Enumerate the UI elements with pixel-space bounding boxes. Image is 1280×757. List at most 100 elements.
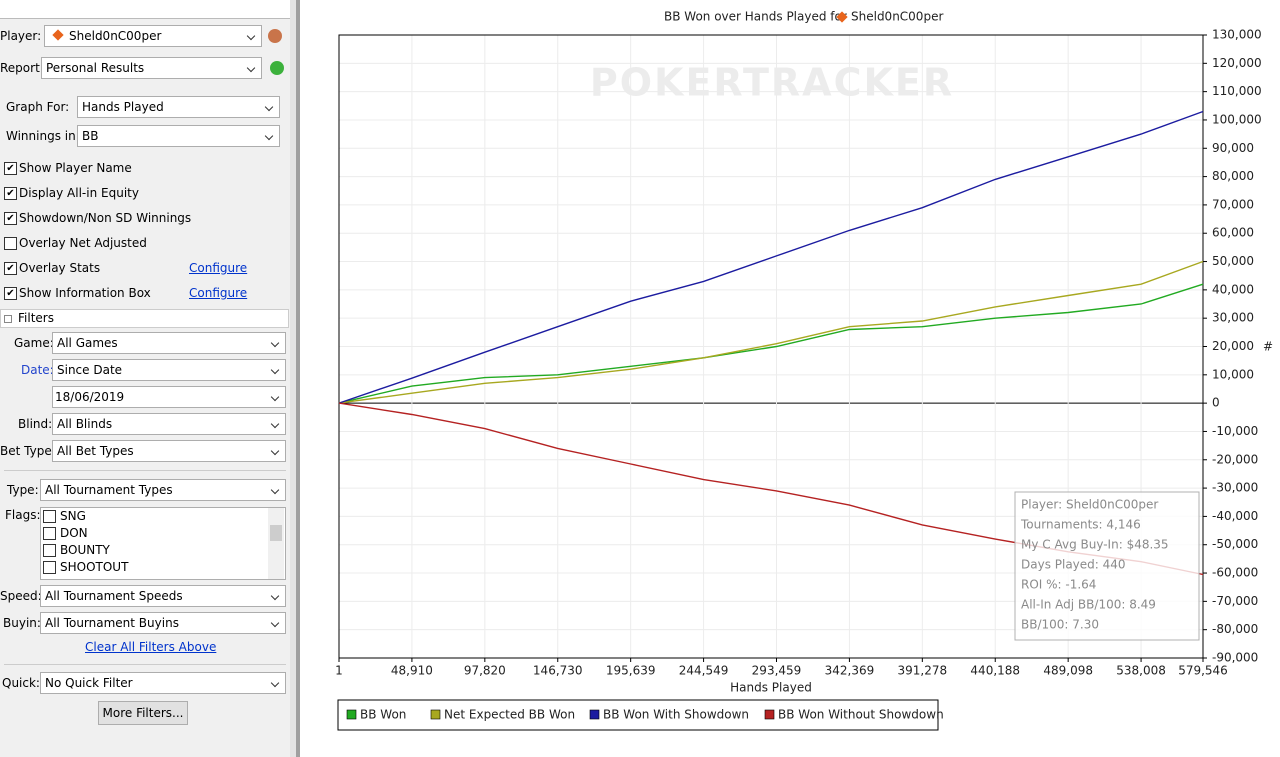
info-line: Days Played: 440 — [1021, 558, 1126, 572]
x-tick-label: 1 — [335, 664, 343, 678]
y-tick-label: 50,000 — [1212, 254, 1254, 268]
checkbox[interactable]: ✔ — [4, 162, 17, 175]
x-tick-label: 244,549 — [679, 664, 729, 678]
series-line — [338, 260, 1204, 404]
select-label: Bet Type: — [0, 444, 56, 458]
chart-title: BB Won over Hands Played for — [664, 10, 847, 24]
configure-link[interactable]: Configure — [189, 261, 248, 275]
y-tick-label: -80,000 — [1212, 622, 1258, 636]
separator — [4, 664, 286, 665]
select-label: Type: — [7, 483, 39, 497]
legend-swatch — [430, 709, 441, 720]
watermark: POKERTRACKER — [590, 61, 954, 105]
select[interactable]: Since Date — [52, 359, 286, 381]
info-line: All-In Adj BB/100: 8.49 — [1021, 598, 1156, 612]
select-label: Blind: — [18, 417, 53, 431]
select[interactable]: Sheld0nC00per — [44, 25, 262, 47]
legend-swatch — [346, 709, 357, 720]
date-input[interactable]: 18/06/2019 — [52, 386, 286, 408]
icon — [268, 29, 282, 43]
select[interactable]: Personal Results — [41, 57, 262, 79]
y-tick-label: 110,000 — [1212, 84, 1262, 98]
configure-link[interactable]: Configure — [189, 286, 248, 300]
checkbox[interactable]: ✔ — [4, 187, 17, 200]
x-axis-label: Hands Played — [730, 681, 812, 695]
flag-checkbox[interactable] — [43, 544, 56, 557]
select[interactable]: Hands Played — [77, 96, 280, 118]
select[interactable]: All Games — [52, 332, 286, 354]
series-line — [338, 283, 1204, 404]
top-bar — [0, 0, 290, 19]
flags-label: Flags: — [5, 508, 41, 522]
select-label: Graph For: — [6, 100, 70, 114]
select[interactable]: All Tournament Speeds — [40, 585, 286, 607]
select-label: Buyin: — [3, 616, 41, 630]
clear-filters-link[interactable]: Clear All Filters Above — [85, 640, 217, 654]
select[interactable]: BB — [77, 125, 280, 147]
x-tick-label: 538,008 — [1116, 664, 1166, 678]
checkbox-label: Overlay Stats — [19, 261, 101, 275]
select[interactable]: No Quick Filter — [40, 672, 286, 694]
checkbox[interactable]: ✔ — [4, 262, 17, 275]
series-line — [338, 110, 1204, 404]
checkbox-label: Overlay Net Adjusted — [19, 236, 147, 250]
info-box — [1014, 491, 1200, 641]
sidebar: Player: Sheld0nC00per Report: Personal Resu… — [0, 0, 300, 757]
select[interactable]: All Blinds — [52, 413, 286, 435]
x-tick-label: 97,820 — [464, 664, 506, 678]
x-tick-label: 48,910 — [391, 664, 433, 678]
select[interactable]: All Tournament Buyins — [40, 612, 286, 634]
y-tick-label: -30,000 — [1212, 481, 1258, 495]
y-tick-label: -10,000 — [1212, 424, 1258, 438]
x-tick-label: 579,546 — [1178, 664, 1228, 678]
flag-checkbox[interactable] — [43, 510, 56, 523]
flag-label: SHOOTOUT — [60, 560, 129, 574]
icon — [270, 61, 284, 75]
y-tick-label: 90,000 — [1212, 141, 1254, 155]
checkbox[interactable]: ✔ — [4, 212, 17, 225]
y-tick-label: 80,000 — [1212, 169, 1254, 183]
player-icon — [52, 29, 64, 41]
checkbox[interactable]: ✔ — [4, 287, 17, 300]
y-tick-label: -90,000 — [1212, 651, 1258, 665]
y-tick-label: 120,000 — [1212, 56, 1262, 70]
x-tick-label: 293,459 — [752, 664, 802, 678]
legend-label: BB Won With Showdown — [603, 708, 749, 722]
y-tick-label: 0 — [1212, 396, 1220, 410]
splitter — [290, 0, 296, 757]
scroll-thumb — [270, 525, 282, 541]
y-tick-label: 100,000 — [1212, 112, 1262, 126]
more-filters-button[interactable]: More Filters... — [98, 701, 188, 725]
select-label: Date: — [21, 363, 54, 377]
flag-label: DON — [60, 526, 88, 540]
y-tick-label: 30,000 — [1212, 311, 1254, 325]
checkbox-label: Display All-in Equity — [19, 186, 139, 200]
y-tick-label: -70,000 — [1212, 594, 1258, 608]
checkbox[interactable] — [4, 237, 17, 250]
y-tick-label: 70,000 — [1212, 197, 1254, 211]
y-tick-label: 60,000 — [1212, 226, 1254, 240]
x-tick-label: 391,278 — [898, 664, 948, 678]
y-tick-label: -60,000 — [1212, 566, 1258, 580]
filters-header-bar — [0, 309, 289, 328]
select-label: Quick: — [2, 676, 40, 690]
scrollbar — [268, 508, 284, 579]
info-line: BB/100: 7.30 — [1021, 618, 1099, 632]
x-tick-label: 146,730 — [533, 664, 583, 678]
x-tick-label: 342,369 — [825, 664, 875, 678]
y-axis-label: # — [1263, 340, 1273, 354]
x-tick-label: 440,188 — [970, 664, 1020, 678]
select[interactable]: All Bet Types — [52, 440, 286, 462]
flag-label: BOUNTY — [60, 543, 110, 557]
select[interactable]: All Tournament Types — [40, 479, 286, 501]
info-line: Tournaments: 4,146 — [1020, 518, 1141, 532]
flag-checkbox[interactable] — [43, 527, 56, 540]
y-tick-label: 20,000 — [1212, 339, 1254, 353]
legend-swatch — [764, 709, 775, 720]
select-label: Speed: — [0, 589, 42, 603]
x-tick-label: 489,098 — [1043, 664, 1093, 678]
flag-checkbox[interactable] — [43, 561, 56, 574]
select-label: Winnings in: — [6, 129, 80, 143]
filters-header: Filters — [18, 311, 54, 325]
